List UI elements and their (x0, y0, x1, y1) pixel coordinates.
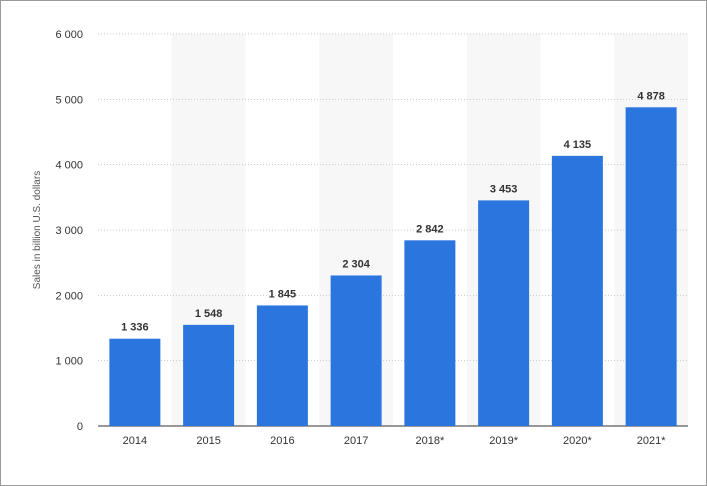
bar (478, 200, 530, 426)
bar-value-label: 1 336 (121, 322, 149, 334)
bar-value-label: 1 548 (195, 308, 223, 320)
bar-value-label: 3 453 (490, 183, 518, 195)
bar (625, 107, 677, 426)
bar (109, 338, 161, 426)
bar-value-label: 1 845 (269, 288, 297, 300)
bar-value-label: 4 135 (564, 139, 592, 151)
y-tick-label: 6 000 (55, 29, 83, 41)
y-tick-label: 1 000 (55, 356, 83, 368)
x-tick-label: 2018* (415, 435, 444, 447)
y-tick-label: 3 000 (55, 225, 83, 237)
y-tick-label: 5 000 (55, 94, 83, 106)
x-tick-labels: 2014 2015 2016 2017 2018* 2019* 2020* 2021* (123, 435, 667, 447)
y-tick-label: 0 (77, 421, 83, 433)
x-tick-label: 2017 (344, 435, 368, 447)
y-axis-label: Sales in billion U.S. dollars (32, 171, 43, 289)
bar (330, 275, 382, 426)
x-tick-label: 2020* (563, 435, 592, 447)
x-tick-label: 2021* (637, 435, 666, 447)
bars (109, 107, 677, 426)
bar-value-label: 2 304 (342, 258, 370, 270)
x-tick-label: 2015 (196, 435, 220, 447)
bar (404, 240, 456, 426)
value-labels: 1 336 1 548 1 845 2 304 2 842 3 453 4 135 4 878 (121, 90, 665, 333)
bar-value-label: 4 878 (637, 90, 665, 102)
bar-value-label: 2 842 (416, 223, 444, 235)
x-tick-label: 2014 (123, 435, 147, 447)
bar (256, 305, 308, 426)
bar (183, 324, 235, 426)
x-tick-label: 2016 (270, 435, 294, 447)
y-tick-label: 4 000 (55, 160, 83, 172)
y-tick-labels: 0 1 000 2 000 3 000 4 000 5 000 6 000 (55, 29, 83, 433)
bar (551, 155, 603, 426)
y-tick-label: 2 000 (55, 290, 83, 302)
x-tick-label: 2019* (489, 435, 518, 447)
